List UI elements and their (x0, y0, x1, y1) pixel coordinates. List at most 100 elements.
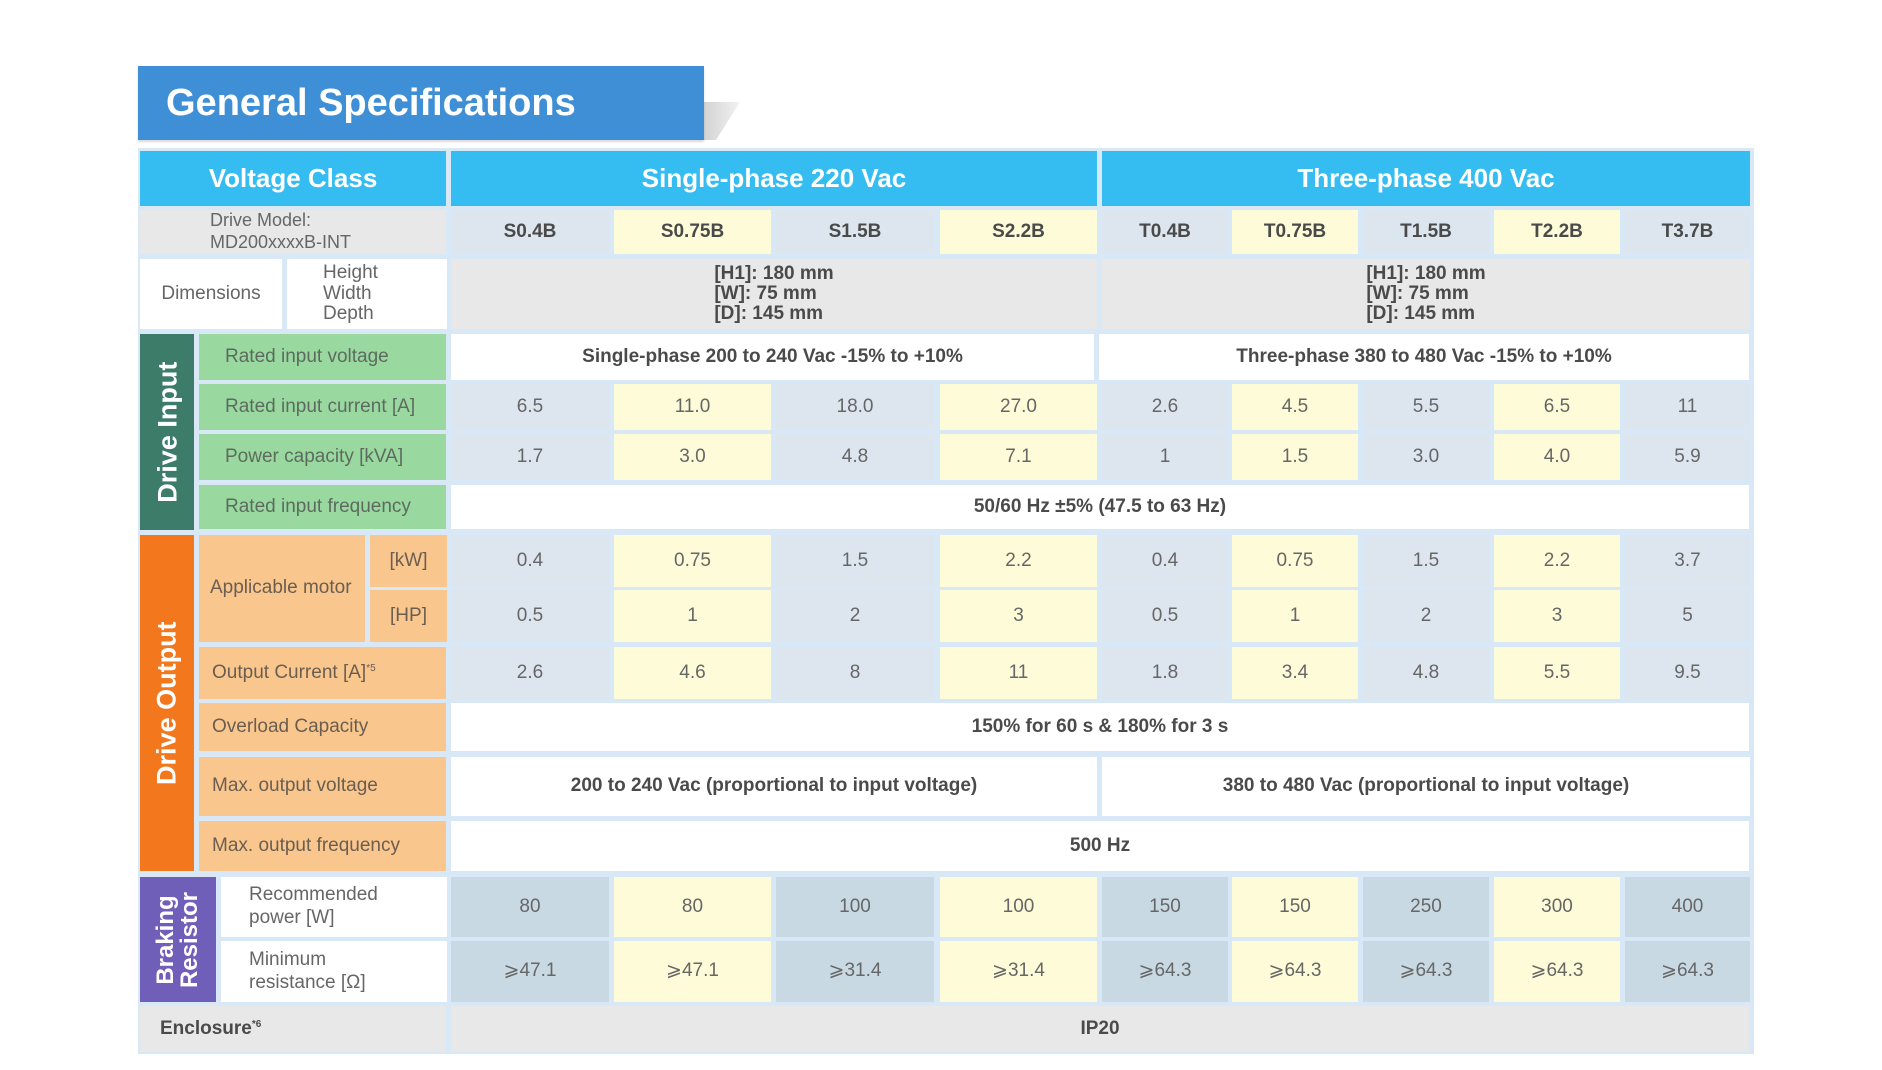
braking-resistor-section-line: Braking (152, 894, 180, 985)
rated-input-current-label: Rated input current [A] (199, 384, 446, 430)
dimensions-three-line: [H1]: 180 mm (1366, 263, 1486, 285)
model-header-cell: T0.4B (1102, 210, 1228, 254)
rated-input-current-cell: 11 (1625, 384, 1750, 430)
three-phase-header: Three-phase 400 Vac (1102, 151, 1750, 206)
motor-kw-cell: 1.5 (776, 535, 934, 587)
output-current-cell: 3.4 (1232, 647, 1358, 699)
recommended-power-cell: 150 (1102, 877, 1228, 937)
dimensions-single-line: [W]: 75 mm (714, 283, 817, 305)
dimensions-label: Dimensions (140, 259, 282, 329)
drive-model-label-text-line: Drive Model: (210, 210, 312, 231)
recommended-power-cell: 150 (1232, 877, 1358, 937)
power-capacity-cell: 1 (1102, 434, 1228, 480)
model-header-cell: S2.2B (940, 210, 1097, 254)
dimensions-sublabels: Height Width Depth (287, 259, 447, 329)
minimum-resistance-cell: ⩾47.1 (614, 941, 771, 1002)
dimensions-three-line: [W]: 75 mm (1366, 283, 1469, 305)
dimensions-sublabel: Height Width Depth (323, 261, 378, 326)
enclosure-value: IP20 (451, 1006, 1749, 1052)
dimensions-sublabel-line: Width (323, 282, 372, 304)
minimum-resistance-cell: ⩾64.3 (1232, 941, 1358, 1002)
power-capacity-cell: 7.1 (940, 434, 1097, 480)
minimum-resistance-cell: ⩾31.4 (940, 941, 1097, 1002)
recommended-power-cell: 80 (614, 877, 771, 937)
recommended-power-cell: 300 (1494, 877, 1620, 937)
power-capacity-cell: 1.5 (1232, 434, 1358, 480)
recommended-power-cell: 250 (1363, 877, 1489, 937)
minimum-resistance-cell: ⩾64.3 (1363, 941, 1489, 1002)
recommended-power-label: Recommended power [W] (221, 877, 447, 937)
rated-input-current-cell: 4.5 (1232, 384, 1358, 430)
motor-hp-cell: 2 (1363, 590, 1489, 642)
kw-unit-label: [kW] (370, 535, 447, 587)
rated-input-current-cell: 6.5 (451, 384, 609, 430)
motor-hp-cell: 0.5 (1102, 590, 1228, 642)
drive-model-label-text: Drive Model: MD200xxxxB-INT (210, 210, 351, 253)
output-current-cell: 1.8 (1102, 647, 1228, 699)
drive-model-label: Drive Model: MD200xxxxB-INT (140, 210, 446, 254)
rated-input-voltage-three: Three-phase 380 to 480 Vac -15% to +10% (1099, 334, 1749, 380)
title-ribbon-fold (700, 102, 740, 140)
motor-hp-cell: 3 (940, 590, 1097, 642)
motor-kw-cell: 2.2 (1494, 535, 1620, 587)
max-output-voltage-label: Max. output voltage (199, 757, 446, 816)
rated-input-current-cell: 11.0 (614, 384, 771, 430)
output-current-label: Output Current [A] *5 (199, 647, 446, 699)
rated-input-voltage-label: Rated input voltage (199, 334, 446, 380)
max-output-frequency-value: 500 Hz (451, 821, 1749, 871)
recommended-power-cell: 80 (451, 877, 609, 937)
power-capacity-cell: 3.0 (614, 434, 771, 480)
recommended-power-cell: 100 (940, 877, 1097, 937)
dimensions-three-line: [D]: 145 mm (1366, 302, 1476, 324)
motor-kw-cell: 3.7 (1625, 535, 1750, 587)
dimensions-sublabel-line: Depth (323, 303, 374, 325)
braking-resistor-section-label: Braking Resistor (140, 877, 216, 1002)
motor-kw-cell: 0.4 (451, 535, 609, 587)
drive-model-label-text-line: MD200xxxxB-INT (210, 232, 352, 252)
minimum-resistance-label-text-line: resistance [Ω] (249, 971, 366, 993)
output-current-cell: 4.6 (614, 647, 771, 699)
motor-hp-cell: 5 (1625, 590, 1750, 642)
overload-capacity-label: Overload Capacity (199, 703, 446, 751)
motor-hp-cell: 1 (614, 590, 771, 642)
dimensions-three-value: [H1]: 180 mm [W]: 75 mm [D]: 145 mm (1102, 259, 1750, 329)
recommended-power-label-text-line: power [W] (249, 907, 335, 928)
rated-input-frequency-label: Rated input frequency (199, 485, 446, 529)
output-current-cell: 9.5 (1625, 647, 1750, 699)
motor-hp-cell: 2 (776, 590, 934, 642)
minimum-resistance-label: Minimum resistance [Ω] (221, 941, 447, 1002)
power-capacity-cell: 3.0 (1363, 434, 1489, 480)
model-header-cell: T1.5B (1363, 210, 1489, 254)
max-output-voltage-single: 200 to 240 Vac (proportional to input vo… (451, 757, 1097, 816)
drive-input-section-text: Drive Input (151, 361, 182, 503)
model-header-cell: T2.2B (1494, 210, 1620, 254)
motor-kw-cell: 0.75 (614, 535, 771, 587)
rated-input-current-cell: 6.5 (1494, 384, 1620, 430)
single-phase-header: Single-phase 220 Vac (451, 151, 1097, 206)
minimum-resistance-cell: ⩾31.4 (776, 941, 934, 1002)
minimum-resistance-cell: ⩾64.3 (1494, 941, 1620, 1002)
drive-output-section-label: Drive Output (140, 535, 194, 871)
dimensions-single-line: [H1]: 180 mm (714, 263, 834, 285)
minimum-resistance-cell: ⩾47.1 (451, 941, 609, 1002)
rated-input-current-cell: 27.0 (940, 384, 1097, 430)
minimum-resistance-label-text-line: Minimum (249, 948, 327, 970)
motor-hp-cell: 3 (1494, 590, 1620, 642)
rated-input-current-cell: 5.5 (1363, 384, 1489, 430)
enclosure-label-text: Enclosure (160, 1017, 252, 1039)
motor-kw-cell: 2.2 (940, 535, 1097, 587)
rated-input-current-cell: 18.0 (776, 384, 934, 430)
enclosure-label: Enclosure *6 (140, 1006, 446, 1052)
drive-output-section-text: Drive Output (151, 621, 182, 785)
power-capacity-cell: 5.9 (1625, 434, 1750, 480)
dimensions-sublabel-line: Height (323, 261, 378, 283)
power-capacity-cell: 4.8 (776, 434, 934, 480)
dimensions-single-line: [D]: 145 mm (714, 302, 824, 324)
model-header-cell: T3.7B (1625, 210, 1750, 254)
output-current-footnote: *5 (366, 663, 376, 674)
braking-resistor-section-text: Braking Resistor (152, 891, 204, 988)
power-capacity-label: Power capacity [kVA] (199, 434, 446, 480)
braking-resistor-section-line: Resistor (176, 891, 204, 988)
motor-hp-cell: 0.5 (451, 590, 609, 642)
max-output-frequency-label: Max. output frequency (199, 821, 446, 871)
